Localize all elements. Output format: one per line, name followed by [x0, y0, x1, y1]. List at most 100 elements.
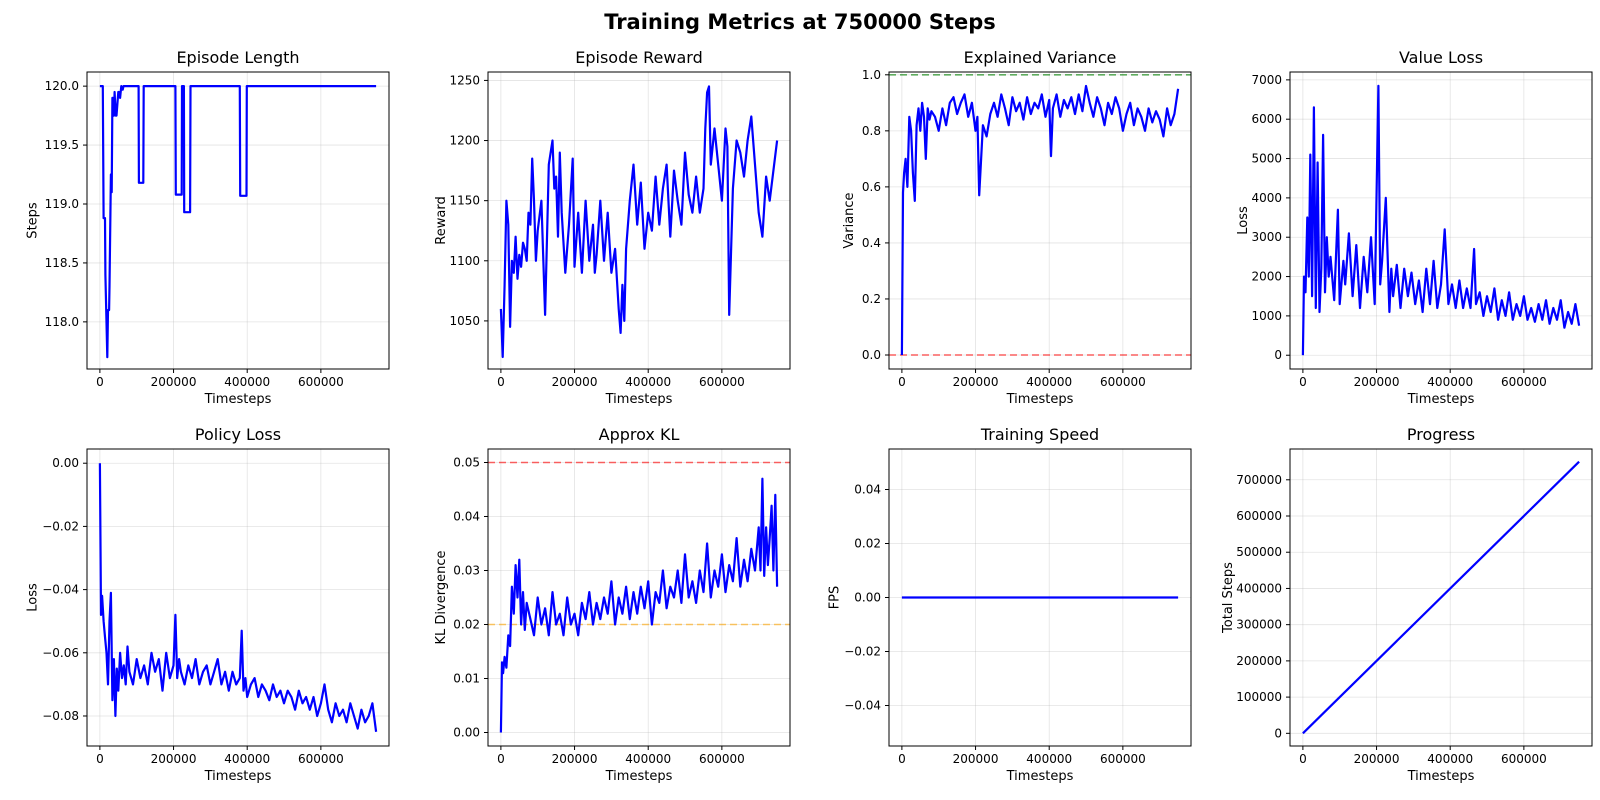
y-tick-label: −0.04 [844, 699, 881, 713]
y-tick-label: 7000 [1251, 73, 1282, 87]
x-tick-label: 0 [96, 375, 104, 389]
axes-frame [487, 71, 791, 370]
subplot-4: 0 200000 400000 600000 0 1000 2000 3000 4000 5000… [1236, 48, 1593, 407]
y-tick-label: 1250 [449, 73, 480, 87]
x-tick-label: 200000 [151, 375, 197, 389]
y-tick-label: 0.04 [854, 483, 881, 497]
figure-title: Training Metrics at 750000 Steps [604, 10, 996, 34]
x-tick-label: 200000 [1354, 375, 1400, 389]
y-tick-label: 1100 [449, 254, 480, 268]
y-tick-label: 0 [1274, 348, 1282, 362]
x-tick-label: 400000 [224, 752, 270, 766]
x-tick-label: 600000 [1501, 752, 1547, 766]
x-tick-label: 0 [1299, 752, 1307, 766]
x-tick-label: 200000 [1354, 752, 1400, 766]
x-tick-label: 600000 [1501, 375, 1547, 389]
x-tick-label: 600000 [298, 752, 344, 766]
subplot-title: Episode Length [176, 48, 299, 67]
series-line [98, 463, 378, 732]
x-tick-label: 600000 [298, 375, 344, 389]
subplot-7: 0 200000 400000 600000 −0.04 −0.02 0.00 0.02 0.0… [828, 425, 1192, 784]
y-tick-label: −0.08 [42, 709, 79, 723]
x-tick-label: 0 [96, 752, 104, 766]
x-tick-label: 0 [497, 752, 505, 766]
axes-frame [1289, 71, 1593, 370]
x-tick-label: 600000 [699, 375, 745, 389]
subplot-title: Episode Reward [575, 48, 703, 67]
y-tick-label: 0.2 [862, 292, 881, 306]
subplot-5: 0 200000 400000 600000 0.00 −0.02 −0.04 −0.06 −0… [26, 425, 390, 784]
x-axis-label: Timesteps [1407, 769, 1475, 784]
y-tick-label: 0.02 [854, 537, 881, 551]
y-tick-label: −0.04 [42, 583, 79, 597]
x-tick-label: 0 [898, 752, 906, 766]
y-tick-label: 0.4 [862, 236, 881, 250]
subplot-title: Value Loss [1399, 48, 1483, 67]
y-tick-label: 400000 [1236, 581, 1282, 595]
x-tick-label: 400000 [1026, 375, 1072, 389]
axes-frame [888, 71, 1192, 370]
axes-frame [86, 448, 390, 747]
y-tick-label: 5000 [1251, 152, 1282, 166]
y-axis-label: FPS [828, 586, 843, 610]
y-axis-label: Total Steps [1221, 562, 1236, 634]
x-tick-label: 400000 [1427, 752, 1473, 766]
x-tick-label: 400000 [625, 752, 671, 766]
y-axis-label: Variance [842, 192, 857, 248]
x-axis-label: Timesteps [204, 392, 272, 407]
y-tick-label: 300000 [1236, 618, 1282, 632]
y-tick-label: 1150 [449, 194, 480, 208]
y-axis-label: Loss [26, 583, 41, 612]
series-line [499, 85, 779, 359]
y-tick-label: 0.04 [453, 510, 480, 524]
subplot-8: 0 200000 400000 600000 0 100000 200000 300000 40… [1221, 425, 1593, 784]
y-tick-label: 0.8 [862, 124, 881, 138]
y-tick-label: 0.05 [453, 456, 480, 470]
series-line [99, 85, 377, 359]
y-tick-label: 0 [1274, 726, 1282, 740]
y-tick-label: 1000 [1251, 309, 1282, 323]
series-line [499, 477, 779, 733]
y-tick-label: 0.03 [453, 564, 480, 578]
y-tick-label: 500000 [1236, 545, 1282, 559]
y-tick-label: 0.02 [453, 618, 480, 632]
subplot-title: Policy Loss [195, 425, 281, 444]
axes-frame [86, 71, 390, 370]
x-axis-label: Timesteps [605, 392, 673, 407]
y-tick-label: 0.00 [854, 591, 881, 605]
y-tick-label: 1050 [449, 314, 480, 328]
y-axis-label: KL Divergence [434, 551, 449, 645]
series-line [900, 84, 1180, 356]
y-tick-label: 600000 [1236, 509, 1282, 523]
y-tick-label: 6000 [1251, 112, 1282, 126]
y-tick-label: 200000 [1236, 654, 1282, 668]
x-tick-label: 200000 [151, 752, 197, 766]
x-axis-label: Timesteps [1407, 392, 1475, 407]
x-tick-label: 200000 [953, 375, 999, 389]
x-tick-label: 400000 [1026, 752, 1072, 766]
x-tick-label: 200000 [552, 375, 598, 389]
series-line [1301, 84, 1581, 356]
y-tick-label: 118.5 [45, 256, 79, 270]
subplot-6: 0 200000 400000 600000 0.00 0.01 0.02 0.03 0.04 0… [434, 425, 791, 784]
y-tick-label: 100000 [1236, 690, 1282, 704]
subplot-3: 0 200000 400000 600000 0.0 0.2 0.4 0.6 0.8 1.0 Exp… [842, 48, 1192, 407]
axes-frame [1289, 448, 1593, 747]
y-tick-label: 700000 [1236, 473, 1282, 487]
y-tick-label: 3000 [1251, 230, 1282, 244]
y-tick-label: 1.0 [862, 68, 881, 82]
x-axis-label: Timesteps [1006, 392, 1074, 407]
x-tick-label: 200000 [552, 752, 598, 766]
y-axis-label: Loss [1236, 206, 1251, 235]
y-axis-label: Steps [26, 202, 41, 239]
y-tick-label: 120.0 [45, 79, 79, 93]
x-tick-label: 400000 [224, 375, 270, 389]
x-axis-label: Timesteps [204, 769, 272, 784]
y-tick-label: −0.02 [844, 645, 881, 659]
x-tick-label: 0 [1299, 375, 1307, 389]
axes-frame [487, 448, 791, 747]
y-tick-label: 119.0 [45, 197, 79, 211]
y-tick-label: 118.0 [45, 315, 79, 329]
y-tick-label: 0.01 [453, 672, 480, 686]
